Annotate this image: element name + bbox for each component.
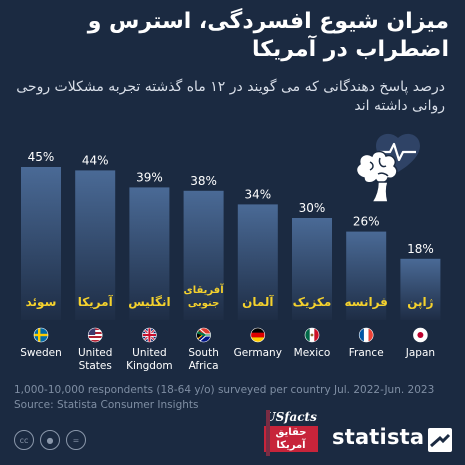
- by-icon: ●: [40, 430, 60, 450]
- bar-label-fa: سوئد: [26, 295, 57, 310]
- bar-label-fa: آلمان: [242, 294, 274, 309]
- cc-icon: cc: [14, 430, 34, 450]
- bar-label-fa: فرانسه: [344, 295, 387, 309]
- statista-mark-icon: [428, 428, 452, 452]
- mexico-flag-icon: [304, 327, 320, 343]
- value-label: 38%: [190, 174, 217, 188]
- logo-strip: [266, 410, 270, 456]
- bar-france: [346, 231, 387, 320]
- value-label: 45%: [28, 150, 55, 164]
- south-africa-flag-icon: [196, 327, 211, 343]
- bar-label-fa: آفریقای: [184, 283, 225, 296]
- bar-label-fa: جنوبی: [188, 298, 219, 309]
- flag-ring: [142, 327, 157, 343]
- france-flag-icon: [358, 327, 374, 343]
- category-label: France: [349, 347, 384, 359]
- brain-heart-icon: [355, 133, 420, 203]
- category-label: Mexico: [294, 347, 331, 359]
- bar-label-fa: انگلیس: [128, 295, 170, 309]
- germany-flag-icon: [250, 327, 266, 343]
- flag-ring: [196, 327, 211, 343]
- license-icons: cc ● =: [14, 428, 92, 452]
- bar-sweden: [21, 167, 61, 320]
- bar-germany: [237, 204, 278, 320]
- statista-logo: statista: [332, 425, 425, 449]
- usfacts-logo: USfacts حقایق آمریکا: [264, 410, 318, 456]
- bar-mexico: [292, 218, 332, 320]
- flag-ring: [358, 327, 374, 343]
- value-label: 18%: [407, 242, 434, 256]
- category-label: Germany: [234, 347, 282, 359]
- flag-ring: [33, 327, 49, 343]
- bar-label-fa: مکزیک: [293, 295, 332, 309]
- flag-ring: [304, 327, 320, 343]
- source-note: Source: Statista Consumer Insights: [14, 399, 199, 411]
- uk-flag-icon: [142, 327, 157, 343]
- usfacts-logo-top: USfacts: [265, 410, 317, 424]
- value-label: 39%: [136, 170, 163, 184]
- category-label: Japan: [405, 347, 435, 359]
- japan-flag-icon: [413, 327, 428, 343]
- category-label: United: [132, 347, 167, 359]
- chart-title: میزان شیوع افسردگی، استرس و اضطراب در آم…: [87, 9, 449, 62]
- flag-ring: [250, 327, 266, 343]
- footnote: 1,000-10,000 respondents (18-64 y/o) sur…: [14, 383, 454, 413]
- value-label: 44%: [82, 153, 109, 167]
- usfacts-logo-bottom: حقایق آمریکا: [264, 426, 318, 452]
- nd-icon: =: [66, 430, 86, 450]
- bar-label-fa: آمریکا: [78, 294, 114, 309]
- category-label: Africa: [189, 360, 219, 372]
- sweden-flag-icon: [33, 327, 49, 343]
- bar-japan: [400, 258, 441, 320]
- bar-chart: 45%سوئدSweden44%آمریکاUnitedStates39%انگ…: [20, 150, 441, 372]
- category-label: Kingdom: [126, 360, 172, 372]
- value-label: 26%: [353, 215, 380, 229]
- value-label: 34%: [244, 187, 271, 201]
- survey-note: 1,000-10,000 respondents (18-64 y/o) sur…: [14, 384, 435, 396]
- bar-united-kingdom: [129, 187, 170, 320]
- bar-united-states: [75, 170, 116, 320]
- value-label: 30%: [299, 201, 326, 215]
- bar-label-fa: ژاپن: [407, 295, 433, 309]
- bar-south-africa: [183, 190, 224, 320]
- category-label: South: [188, 347, 219, 359]
- category-label: States: [79, 360, 112, 372]
- flag-ring: [87, 327, 103, 343]
- category-label: Sweden: [20, 347, 62, 359]
- chart-subtitle: درصد پاسخ دهندگانی که می گویند در ۱۲ ماه…: [16, 79, 445, 114]
- flag-ring: [413, 327, 428, 343]
- category-label: United: [78, 347, 113, 359]
- us-flag-icon: [87, 327, 103, 343]
